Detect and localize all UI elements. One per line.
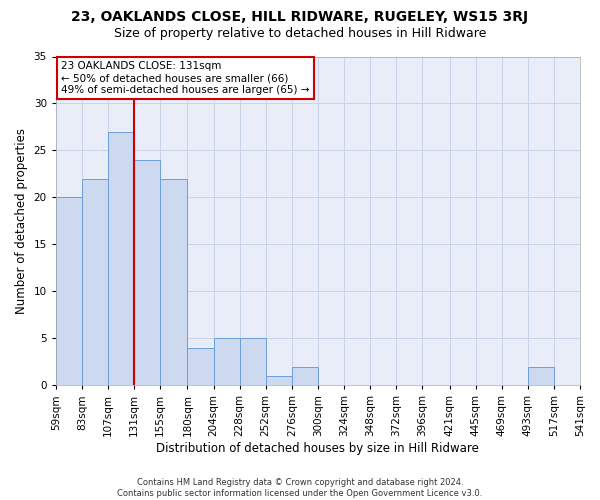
Bar	[134, 160, 160, 386]
Text: 23, OAKLANDS CLOSE, HILL RIDWARE, RUGELEY, WS15 3RJ: 23, OAKLANDS CLOSE, HILL RIDWARE, RUGELE…	[71, 10, 529, 24]
Bar	[56, 198, 82, 386]
Text: Size of property relative to detached houses in Hill Ridware: Size of property relative to detached ho…	[114, 28, 486, 40]
Bar	[292, 366, 318, 386]
Bar	[108, 132, 134, 386]
Text: Contains HM Land Registry data © Crown copyright and database right 2024.
Contai: Contains HM Land Registry data © Crown c…	[118, 478, 482, 498]
Bar	[160, 178, 187, 386]
X-axis label: Distribution of detached houses by size in Hill Ridware: Distribution of detached houses by size …	[157, 442, 479, 455]
Text: 23 OAKLANDS CLOSE: 131sqm
← 50% of detached houses are smaller (66)
49% of semi-: 23 OAKLANDS CLOSE: 131sqm ← 50% of detac…	[61, 62, 310, 94]
Bar	[187, 348, 214, 386]
Bar	[82, 178, 108, 386]
Bar	[239, 338, 266, 386]
Y-axis label: Number of detached properties: Number of detached properties	[15, 128, 28, 314]
Bar	[528, 366, 554, 386]
Bar	[266, 376, 292, 386]
Bar	[214, 338, 239, 386]
